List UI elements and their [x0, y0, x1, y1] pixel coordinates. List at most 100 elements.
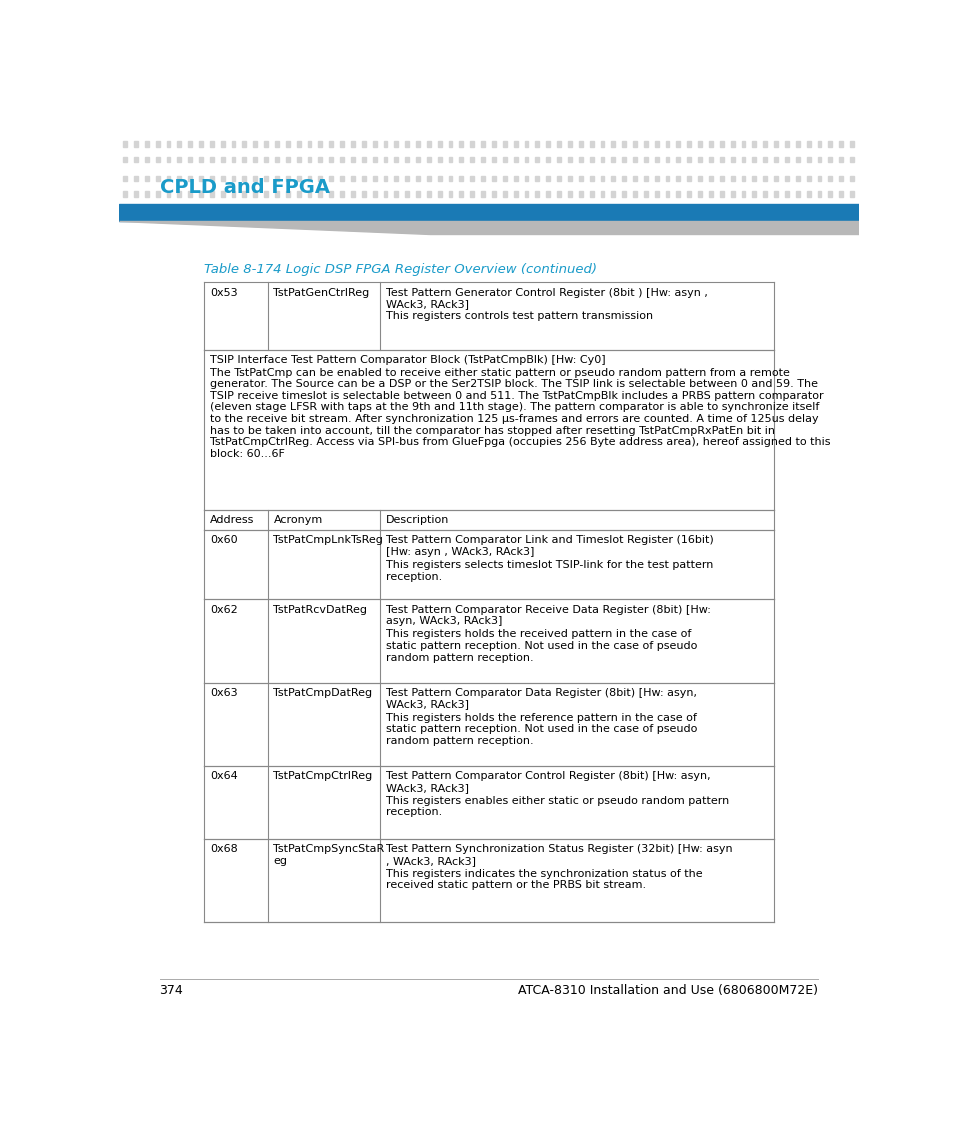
Bar — [535, 176, 538, 181]
Bar — [383, 141, 387, 147]
Bar — [730, 176, 734, 181]
Bar — [730, 141, 734, 147]
Bar — [849, 141, 853, 147]
Bar — [827, 141, 831, 147]
Bar — [123, 141, 127, 147]
Bar — [817, 191, 821, 197]
Bar — [589, 157, 593, 163]
Bar — [318, 157, 322, 163]
Bar — [676, 141, 679, 147]
Bar — [286, 191, 290, 197]
Bar — [502, 141, 506, 147]
Bar — [480, 176, 484, 181]
Bar — [177, 141, 181, 147]
Bar — [177, 157, 181, 163]
Bar — [373, 141, 376, 147]
Bar — [167, 157, 171, 163]
Bar — [448, 191, 452, 197]
Bar — [643, 176, 647, 181]
Bar — [242, 157, 246, 163]
Bar — [199, 176, 203, 181]
Bar — [373, 157, 376, 163]
Bar — [145, 176, 149, 181]
Bar — [502, 191, 506, 197]
Bar — [318, 191, 322, 197]
Text: 0x64: 0x64 — [210, 771, 237, 781]
Bar — [773, 141, 778, 147]
Bar — [827, 157, 831, 163]
Text: ATCA-8310 Installation and Use (6806800M72E): ATCA-8310 Installation and Use (6806800M… — [517, 984, 818, 996]
Bar — [492, 157, 496, 163]
Text: Address: Address — [210, 515, 254, 526]
Text: 0x53: 0x53 — [210, 287, 237, 298]
Bar — [264, 141, 268, 147]
Bar — [524, 157, 528, 163]
Bar — [752, 191, 756, 197]
Bar — [795, 176, 799, 181]
Bar — [274, 157, 278, 163]
Bar — [210, 157, 213, 163]
Bar — [784, 157, 788, 163]
Bar — [188, 157, 192, 163]
Bar — [686, 157, 691, 163]
Bar — [329, 141, 333, 147]
Bar — [470, 141, 474, 147]
Bar — [740, 176, 744, 181]
Text: TstPatGenCtrlReg: TstPatGenCtrlReg — [274, 287, 370, 298]
Bar — [611, 176, 615, 181]
Bar — [220, 176, 224, 181]
Bar — [383, 176, 387, 181]
Bar — [253, 157, 257, 163]
Bar — [654, 141, 658, 147]
Bar — [557, 191, 560, 197]
Bar — [167, 141, 171, 147]
Bar — [513, 157, 517, 163]
Bar — [806, 157, 810, 163]
Bar — [557, 176, 560, 181]
Bar — [698, 141, 701, 147]
Bar — [730, 191, 734, 197]
Bar — [839, 157, 842, 163]
Bar — [427, 141, 431, 147]
Bar — [752, 176, 756, 181]
Bar — [286, 157, 290, 163]
Bar — [296, 141, 300, 147]
Bar — [133, 191, 137, 197]
Bar — [730, 157, 734, 163]
Bar — [119, 204, 858, 221]
Bar — [492, 141, 496, 147]
Bar — [654, 191, 658, 197]
Bar — [405, 157, 409, 163]
Bar — [589, 176, 593, 181]
Bar — [416, 191, 419, 197]
Bar — [307, 176, 311, 181]
Bar — [329, 191, 333, 197]
Bar — [253, 191, 257, 197]
Bar — [773, 191, 778, 197]
Bar — [361, 157, 365, 163]
Bar — [448, 176, 452, 181]
Bar — [361, 176, 365, 181]
Text: TSIP Interface Test Pattern Comparator Block (TstPatCmpBlk) [Hw: Cy0]: TSIP Interface Test Pattern Comparator B… — [210, 355, 605, 365]
Bar — [459, 191, 463, 197]
Bar — [416, 141, 419, 147]
Bar — [720, 191, 723, 197]
Bar — [373, 176, 376, 181]
Bar — [340, 191, 344, 197]
Bar — [513, 191, 517, 197]
Bar — [242, 176, 246, 181]
Text: CPLD and FPGA: CPLD and FPGA — [159, 177, 329, 197]
Bar — [427, 157, 431, 163]
Bar — [177, 191, 181, 197]
Text: This registers selects timeslot TSIP-link for the test pattern
reception.: This registers selects timeslot TSIP-lin… — [385, 560, 713, 582]
Bar — [665, 141, 669, 147]
Bar — [740, 191, 744, 197]
Bar — [665, 191, 669, 197]
Bar — [633, 176, 637, 181]
Bar — [633, 141, 637, 147]
Bar — [720, 157, 723, 163]
Bar — [383, 191, 387, 197]
Bar — [567, 141, 571, 147]
Bar — [210, 191, 213, 197]
Bar — [513, 141, 517, 147]
